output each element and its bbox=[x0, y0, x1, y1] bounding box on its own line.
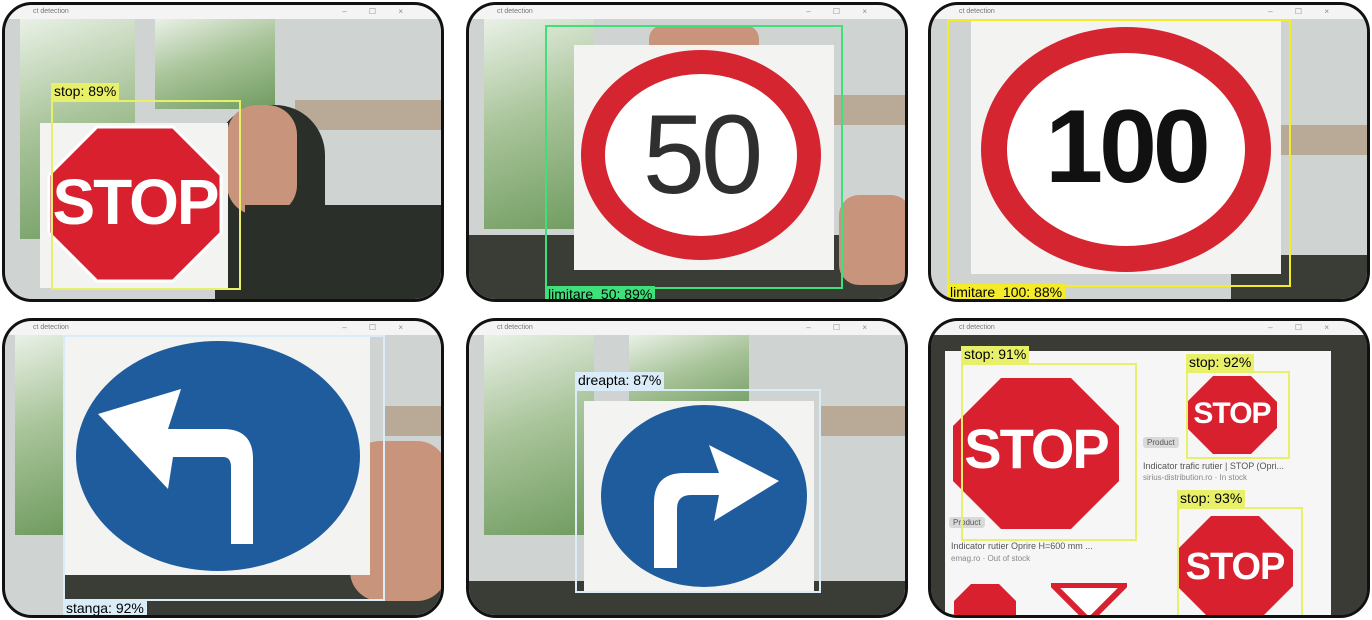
detection-panel-limit-100: ct detection – ☐ × 100 limitare_100: 88% bbox=[928, 2, 1370, 302]
window-titlebar: ct detection – ☐ × bbox=[5, 321, 441, 335]
stop-sign-icon bbox=[1177, 516, 1293, 615]
shelf bbox=[295, 100, 441, 130]
bounding-box bbox=[1177, 507, 1303, 615]
window bbox=[155, 19, 275, 109]
person-body bbox=[245, 205, 441, 299]
sign-text: STOP bbox=[1185, 546, 1286, 588]
window-buttons[interactable]: – ☐ × bbox=[1268, 7, 1339, 16]
sign-text: 50 bbox=[642, 92, 764, 217]
detection-label: dreapta: 87% bbox=[575, 372, 665, 389]
shelf bbox=[385, 406, 441, 436]
window-buttons[interactable]: – ☐ × bbox=[342, 323, 413, 332]
stop-sign-icon bbox=[954, 584, 1016, 615]
window-title: ct detection bbox=[497, 8, 533, 15]
product-title[interactable]: Indicator trafic rutier | STOP (Opri... bbox=[1143, 461, 1285, 471]
bounding-box bbox=[575, 389, 821, 593]
detection-panel-dreapta: ct detection – ☐ × dreapta: 87% bbox=[466, 318, 908, 618]
product-title[interactable]: Indicator rutier Oprire H=600 mm ... bbox=[951, 541, 1093, 551]
detection-panel-stanga: ct detection – ☐ × stanga: 92% bbox=[2, 318, 444, 618]
detection-panel-stop: ct detection – ☐ × STOP stop: 89% bbox=[2, 2, 444, 302]
shelf bbox=[1281, 125, 1367, 155]
bounding-box bbox=[1186, 371, 1290, 459]
bounding-box bbox=[545, 25, 843, 289]
stop-sign-icon bbox=[1187, 376, 1277, 454]
window-titlebar: ct detection – ☐ × bbox=[931, 321, 1367, 335]
window-title: ct detection bbox=[497, 324, 533, 331]
window-title: ct detection bbox=[33, 8, 69, 15]
product-chip[interactable]: Product bbox=[949, 517, 985, 528]
window-title: ct detection bbox=[959, 324, 995, 331]
window-titlebar: ct detection – ☐ × bbox=[469, 5, 905, 19]
window-titlebar: ct detection – ☐ × bbox=[5, 5, 441, 19]
detection-panel-limit-50: ct detection – ☐ × 50 limitare_50: 89% bbox=[466, 2, 908, 302]
window-titlebar: ct detection – ☐ × bbox=[931, 5, 1367, 19]
detection-label: stop: 91% bbox=[961, 346, 1030, 363]
bounding-box bbox=[947, 19, 1291, 287]
bounding-box bbox=[63, 335, 385, 601]
shelf bbox=[819, 406, 905, 436]
face bbox=[227, 105, 297, 215]
sign-text: STOP bbox=[1193, 397, 1271, 430]
window-title: ct detection bbox=[33, 324, 69, 331]
sign-text: 100 bbox=[1045, 89, 1211, 205]
detection-label: stanga: 92% bbox=[63, 600, 147, 615]
stop-sign-icon bbox=[47, 125, 223, 283]
bounding-box bbox=[961, 363, 1137, 541]
window-buttons[interactable]: – ☐ × bbox=[806, 7, 877, 16]
detection-panel-multi-stop: ct detection – ☐ × STOP STOP STOP Product… bbox=[928, 318, 1370, 618]
product-source: sirius-distribution.ro · In stock bbox=[1143, 473, 1248, 482]
window-buttons[interactable]: – ☐ × bbox=[806, 323, 877, 332]
detection-label: limitare_50: 89% bbox=[545, 286, 656, 299]
window-title: ct detection bbox=[959, 8, 995, 15]
arrow-right-turn-icon bbox=[601, 405, 807, 587]
sign-text: STOP bbox=[52, 166, 219, 238]
arrow-left-turn-icon bbox=[76, 341, 360, 571]
detection-label: limitare_100: 88% bbox=[947, 284, 1066, 299]
stop-sign-icon bbox=[953, 378, 1119, 529]
bounding-box bbox=[51, 100, 241, 290]
detection-label: stop: 92% bbox=[1186, 354, 1255, 371]
window-titlebar: ct detection – ☐ × bbox=[469, 321, 905, 335]
window-buttons[interactable]: – ☐ × bbox=[342, 7, 413, 16]
yield-sign-icon bbox=[1051, 583, 1127, 615]
product-chip[interactable]: Product bbox=[1143, 437, 1179, 448]
arm bbox=[839, 195, 905, 285]
sign-text: STOP bbox=[964, 417, 1109, 480]
window-buttons[interactable]: – ☐ × bbox=[1268, 323, 1339, 332]
detection-label: stop: 89% bbox=[51, 83, 120, 100]
product-source: emag.ro · Out of stock bbox=[951, 554, 1031, 563]
window bbox=[15, 335, 65, 535]
detection-label: stop: 93% bbox=[1177, 490, 1246, 507]
